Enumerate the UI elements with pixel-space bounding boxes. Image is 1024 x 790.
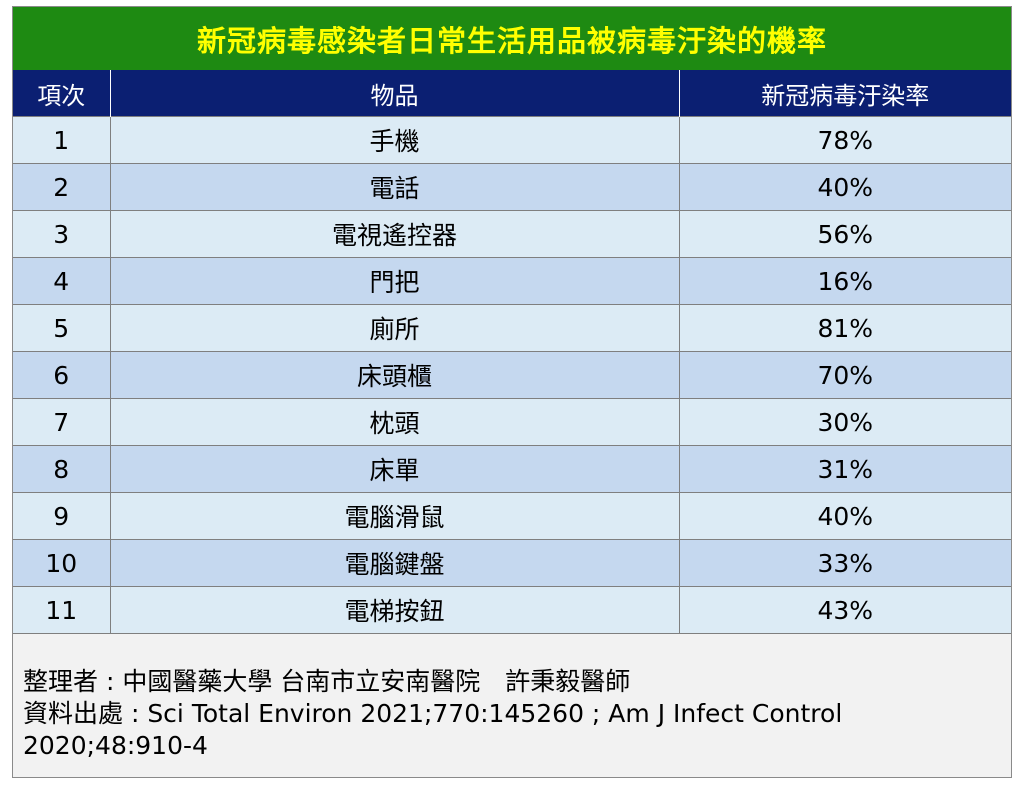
cell-index: 5 — [13, 304, 111, 352]
notes-box: 整理者 : 中國醫藥大學 台南市立安南醫院 許秉毅醫師 資料出處 : Sci T… — [13, 633, 1011, 777]
cell-item: 電話 — [110, 163, 680, 211]
cell-index: 1 — [13, 116, 111, 164]
table-row: 8 床單 31% — [13, 445, 1011, 493]
cell-index: 7 — [13, 398, 111, 446]
cell-rate: 70% — [679, 351, 1011, 399]
header-rate: 新冠病毒汙染率 — [679, 70, 1011, 117]
cell-rate: 78% — [679, 116, 1011, 164]
cell-rate: 43% — [679, 586, 1011, 633]
cell-index: 3 — [13, 210, 111, 258]
cell-item: 床單 — [110, 445, 680, 493]
header-row: 項次 物品 新冠病毒汙染率 — [13, 70, 1011, 117]
table-row: 6 床頭櫃 70% — [13, 351, 1011, 399]
table-row: 3 電視遙控器 56% — [13, 210, 1011, 258]
cell-index: 6 — [13, 351, 111, 399]
table-row: 2 電話 40% — [13, 163, 1011, 211]
cell-rate: 81% — [679, 304, 1011, 352]
cell-rate: 40% — [679, 163, 1011, 211]
cell-index: 8 — [13, 445, 111, 493]
cell-item: 枕頭 — [110, 398, 680, 446]
cell-item: 廁所 — [110, 304, 680, 352]
cell-rate: 31% — [679, 445, 1011, 493]
cell-item: 門把 — [110, 257, 680, 305]
cell-index: 10 — [13, 539, 111, 587]
cell-rate: 33% — [679, 539, 1011, 587]
cell-index: 9 — [13, 492, 111, 540]
table-title: 新冠病毒感染者日常生活用品被病毒汙染的機率 — [13, 7, 1011, 70]
table-row: 10 電腦鍵盤 33% — [13, 539, 1011, 587]
source-note: 資料出處 : Sci Total Environ 2021;770:145260… — [23, 699, 843, 760]
table-row: 11 電梯按鈕 43% — [13, 586, 1011, 633]
compiler-note: 整理者 : 中國醫藥大學 台南市立安南醫院 許秉毅醫師 — [23, 667, 631, 696]
cell-item: 電視遙控器 — [110, 210, 680, 258]
cell-item: 電腦鍵盤 — [110, 539, 680, 587]
cell-rate: 40% — [679, 492, 1011, 540]
table-row: 7 枕頭 30% — [13, 398, 1011, 446]
cell-item: 手機 — [110, 116, 680, 164]
contamination-table: 項次 物品 新冠病毒汙染率 1 手機 78% 2 電話 40% 3 電視遙控器 56% 4 門把 16… — [13, 70, 1011, 633]
cell-item: 電梯按鈕 — [110, 586, 680, 633]
header-index: 項次 — [13, 70, 111, 117]
table-row: 9 電腦滑鼠 40% — [13, 492, 1011, 540]
cell-item: 電腦滑鼠 — [110, 492, 680, 540]
cell-rate: 30% — [679, 398, 1011, 446]
cell-rate: 16% — [679, 257, 1011, 305]
table-row: 5 廁所 81% — [13, 304, 1011, 352]
cell-rate: 56% — [679, 210, 1011, 258]
header-item: 物品 — [110, 70, 680, 117]
cell-index: 4 — [13, 257, 111, 305]
cell-index: 11 — [13, 586, 111, 633]
table-row: 4 門把 16% — [13, 257, 1011, 305]
table-row: 1 手機 78% — [13, 116, 1011, 164]
cell-item: 床頭櫃 — [110, 351, 680, 399]
cell-index: 2 — [13, 163, 111, 211]
document-frame: 新冠病毒感染者日常生活用品被病毒汙染的機率 項次 物品 新冠病毒汙染率 1 手機 7… — [12, 6, 1012, 778]
